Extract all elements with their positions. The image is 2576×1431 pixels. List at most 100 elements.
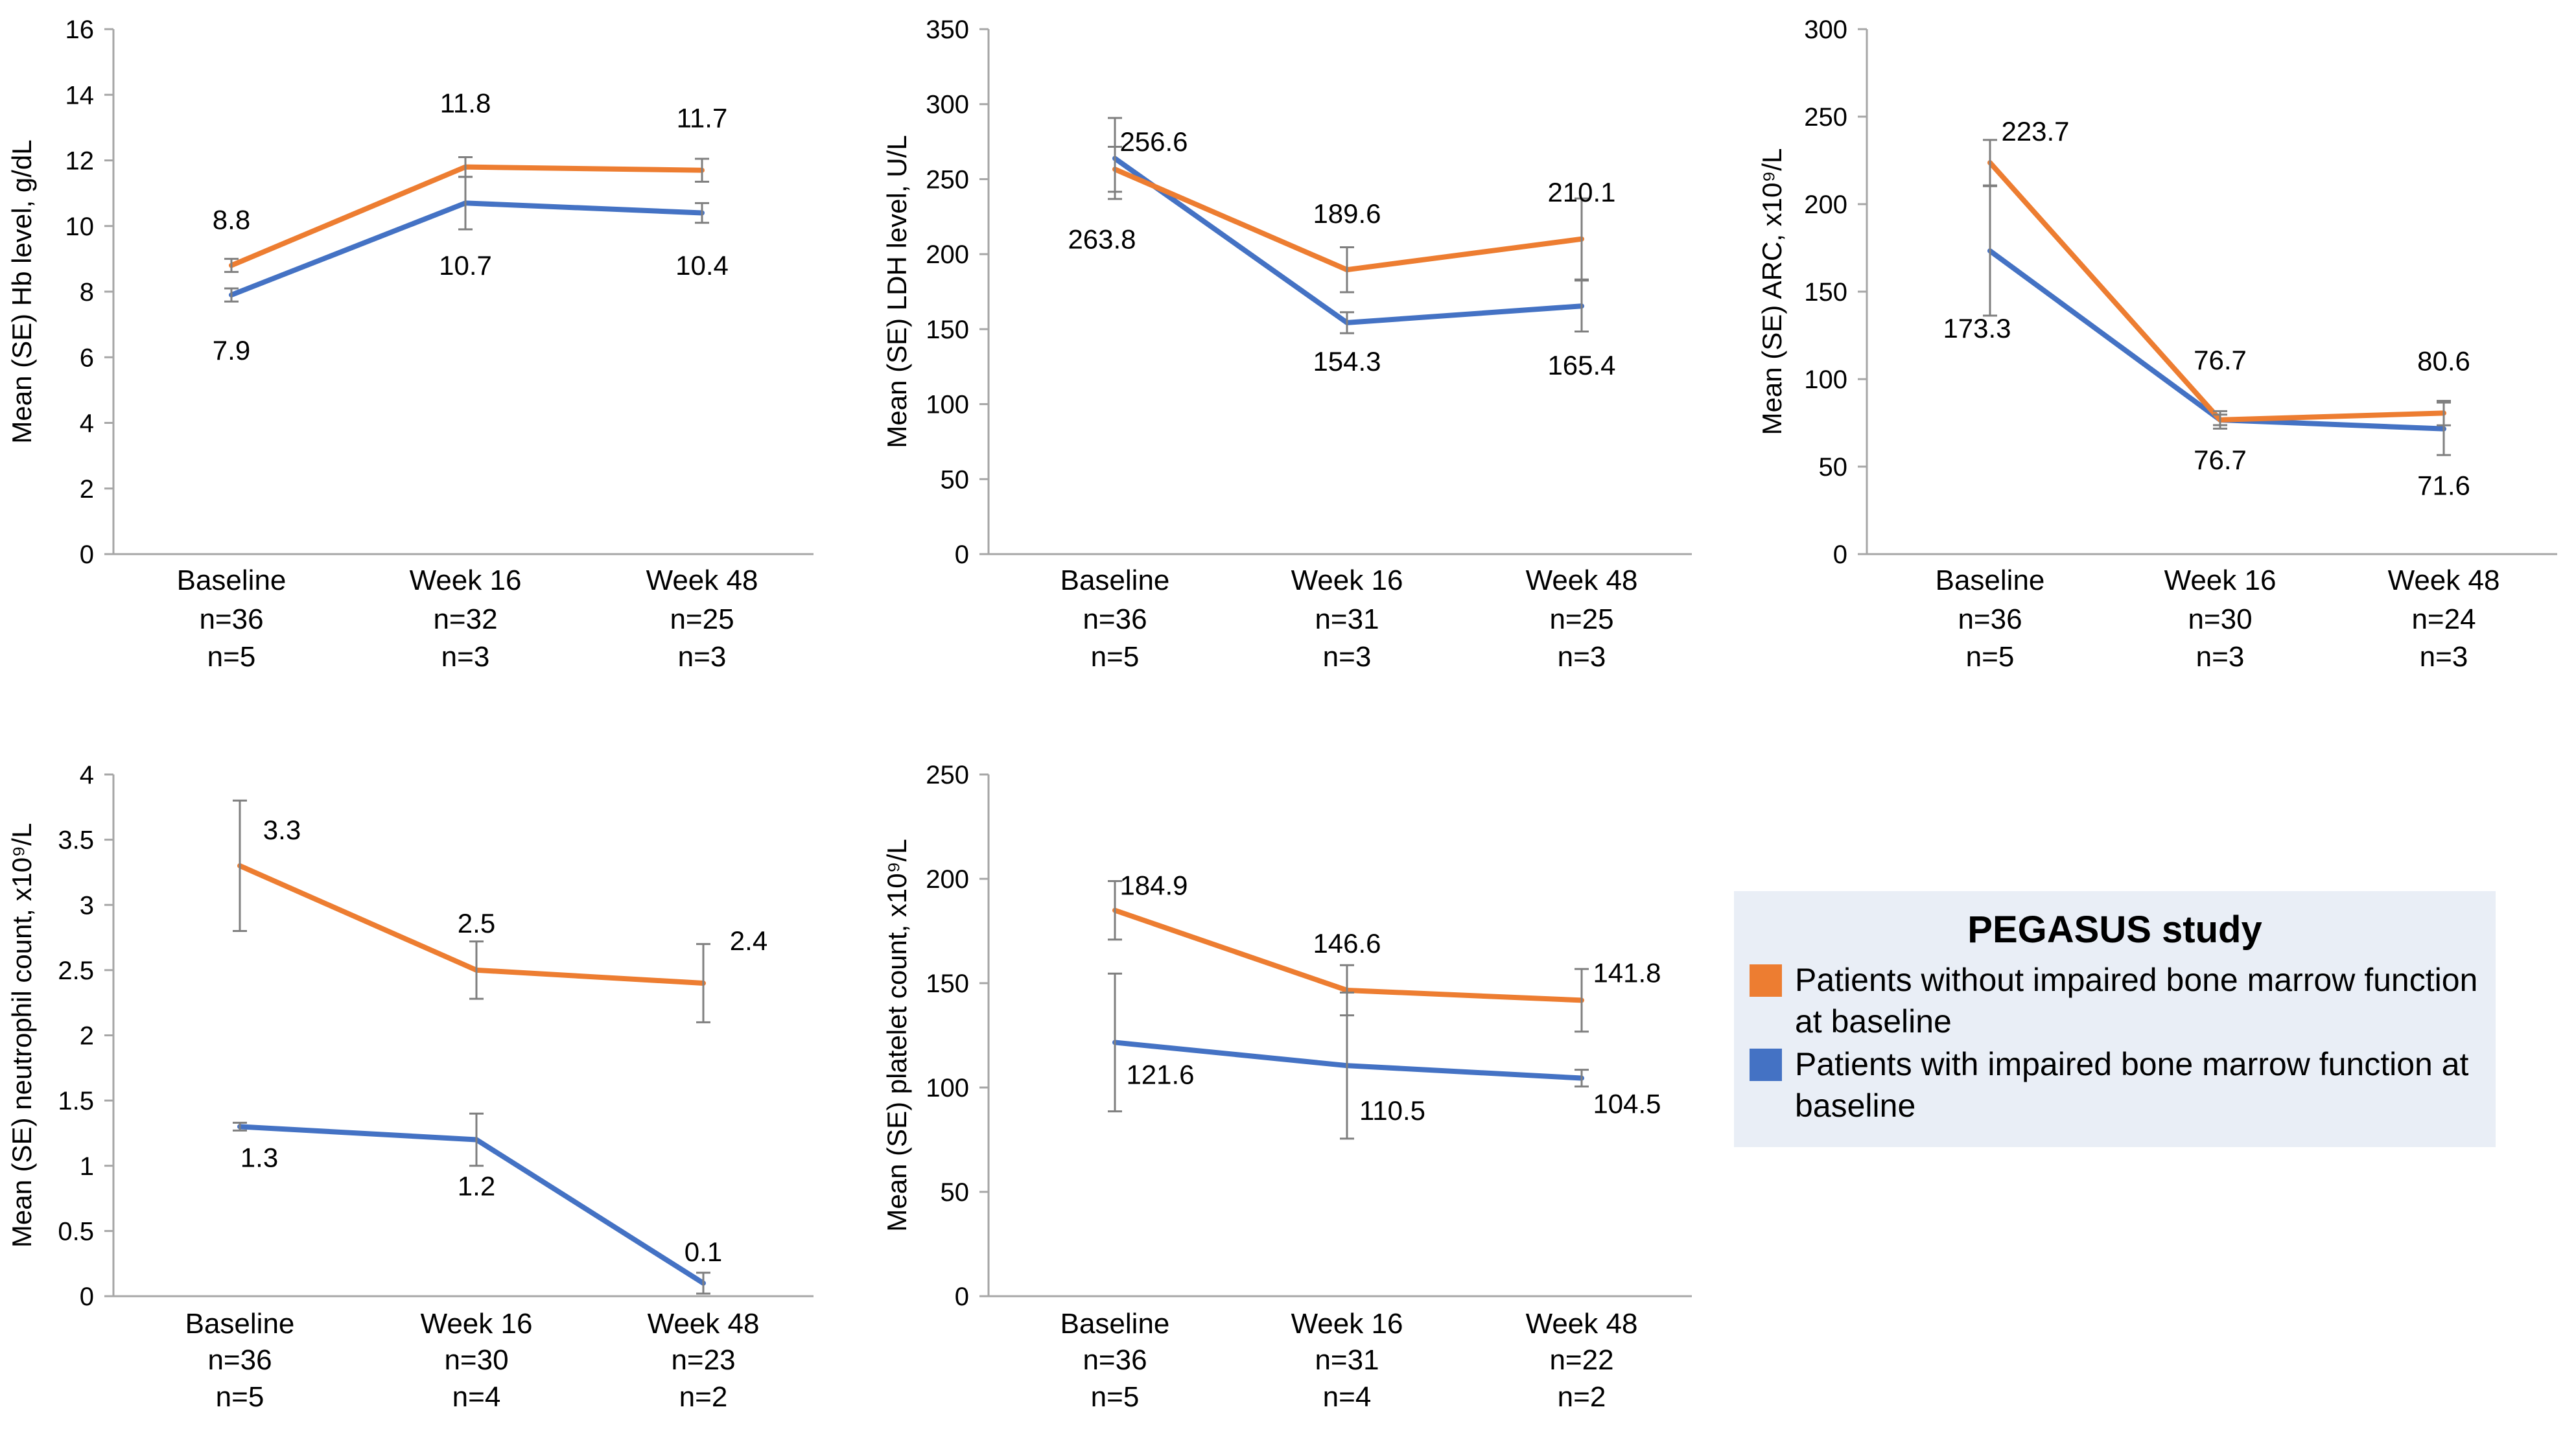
data-label: 11.7: [677, 103, 728, 134]
y-tick-label: 1.5: [58, 1087, 94, 1115]
x-n-count: n=25: [1549, 603, 1613, 635]
y-tick-label: 0: [955, 541, 969, 569]
data-label: 210.1: [1547, 177, 1615, 207]
data-label: 3.3: [263, 815, 301, 845]
y-axis-title: Mean (SE) LDH level, U/L: [882, 135, 912, 448]
legend-label: Patients without impaired bone marrow fu…: [1795, 962, 2478, 1040]
data-label: 223.7: [2001, 116, 2069, 146]
data-label: 7.9: [213, 335, 250, 366]
data-label: 10.7: [439, 250, 492, 281]
data-label: 256.6: [1119, 126, 1188, 157]
x-category-label: Week 16: [1291, 564, 1403, 596]
legend-title: PEGASUS study: [1967, 909, 2262, 951]
y-axis-title: Mean (SE) ARC, x10⁹/L: [1757, 148, 1787, 436]
y-tick-label: 3.5: [58, 826, 94, 855]
x-category-label: Week 16: [410, 564, 522, 596]
data-label: 0.1: [685, 1237, 722, 1267]
data-label: 154.3: [1313, 346, 1381, 377]
y-tick-label: 0: [80, 1283, 94, 1311]
y-tick-label: 250: [926, 761, 969, 789]
x-category-label: Week 48: [648, 1308, 760, 1340]
y-tick-label: 300: [926, 91, 969, 119]
y-axis-title: Mean (SE) neutrophil count, x10⁹/L: [6, 823, 37, 1248]
data-label: 146.6: [1313, 928, 1381, 959]
y-tick-label: 4: [80, 410, 94, 438]
x-category-label: Week 48: [1526, 1308, 1638, 1340]
x-category-label: Week 16: [1291, 1308, 1403, 1340]
x-n-count: n=3: [1558, 641, 1606, 673]
y-tick-label: 200: [926, 240, 969, 269]
x-n-count: n=5: [1091, 641, 1140, 673]
y-tick-label: 100: [1804, 366, 1847, 394]
data-label: 189.6: [1313, 198, 1381, 229]
data-label: 110.5: [1359, 1095, 1425, 1126]
data-label: 8.8: [213, 205, 250, 235]
x-category-label: Week 16: [2164, 564, 2277, 596]
x-n-count: n=31: [1315, 1344, 1379, 1376]
data-label: 2.5: [458, 908, 495, 938]
y-tick-label: 50: [941, 1178, 970, 1207]
x-n-count: n=5: [1966, 641, 2015, 673]
x-n-count: n=36: [207, 1344, 272, 1376]
data-label: 165.4: [1547, 350, 1615, 380]
x-n-count: n=22: [1549, 1344, 1613, 1376]
y-tick-label: 10: [65, 213, 95, 241]
y-tick-label: 1: [80, 1152, 94, 1181]
x-n-count: n=25: [670, 603, 734, 635]
data-label: 80.6: [2417, 345, 2470, 376]
x-n-count: n=4: [1323, 1381, 1372, 1413]
data-label: 2.4: [730, 925, 767, 956]
y-tick-label: 0.5: [58, 1217, 94, 1246]
x-n-count: n=5: [1091, 1381, 1140, 1413]
x-n-count: n=31: [1315, 603, 1379, 635]
x-category-label: Baseline: [1936, 564, 2045, 596]
y-tick-label: 6: [80, 343, 94, 372]
x-n-count: n=5: [207, 641, 256, 673]
x-category-label: Week 48: [2388, 564, 2500, 596]
y-tick-label: 12: [65, 147, 95, 176]
x-n-count: n=3: [678, 641, 727, 673]
y-tick-label: 16: [65, 16, 95, 44]
series-line: [229, 200, 705, 298]
x-n-count: n=36: [1083, 1344, 1147, 1376]
x-category-label: Baseline: [177, 564, 287, 596]
data-label: 263.8: [1068, 224, 1136, 254]
y-tick-label: 0: [955, 1283, 969, 1311]
data-label: 11.8: [440, 88, 491, 119]
legend-swatch-orange: [1750, 964, 1782, 997]
y-axis-title: Mean (SE) platelet count, x10⁹/L: [882, 839, 912, 1231]
legend: PEGASUS study Patients without impaired …: [1734, 891, 2496, 1147]
x-n-count: n=2: [679, 1381, 728, 1413]
x-n-count: n=3: [1323, 641, 1372, 673]
x-n-count: n=3: [2196, 641, 2245, 673]
y-tick-label: 300: [1804, 16, 1847, 44]
x-n-count: n=5: [216, 1381, 264, 1413]
legend-swatch-blue: [1750, 1049, 1782, 1081]
x-category-label: Week 48: [646, 564, 758, 596]
x-n-count: n=36: [199, 603, 263, 635]
y-tick-label: 4: [80, 761, 94, 789]
x-n-count: n=36: [1083, 603, 1147, 635]
data-label: 104.5: [1593, 1089, 1661, 1119]
x-n-count: n=36: [1958, 603, 2022, 635]
y-axis-title: Mean (SE) Hb level, g/dL: [6, 139, 37, 443]
x-n-count: n=30: [444, 1344, 508, 1376]
x-category-label: Week 16: [421, 1308, 533, 1340]
y-tick-label: 150: [1804, 278, 1847, 307]
data-label: 141.8: [1593, 957, 1661, 988]
series-line: [1112, 156, 1584, 325]
x-n-count: n=30: [2188, 603, 2252, 635]
series-line: [1987, 160, 2446, 423]
y-tick-label: 50: [1819, 453, 1848, 482]
legend-label: Patients with impaired bone marrow funct…: [1795, 1046, 2469, 1124]
y-tick-label: 2: [80, 475, 94, 504]
x-n-count: n=24: [2411, 603, 2476, 635]
y-tick-label: 0: [1833, 541, 1847, 569]
x-category-label: Baseline: [185, 1308, 295, 1340]
y-tick-label: 150: [926, 970, 969, 998]
y-tick-label: 250: [926, 165, 969, 194]
y-tick-label: 2: [80, 1022, 94, 1051]
y-tick-label: 200: [1804, 191, 1847, 219]
series-line: [1987, 248, 2446, 432]
